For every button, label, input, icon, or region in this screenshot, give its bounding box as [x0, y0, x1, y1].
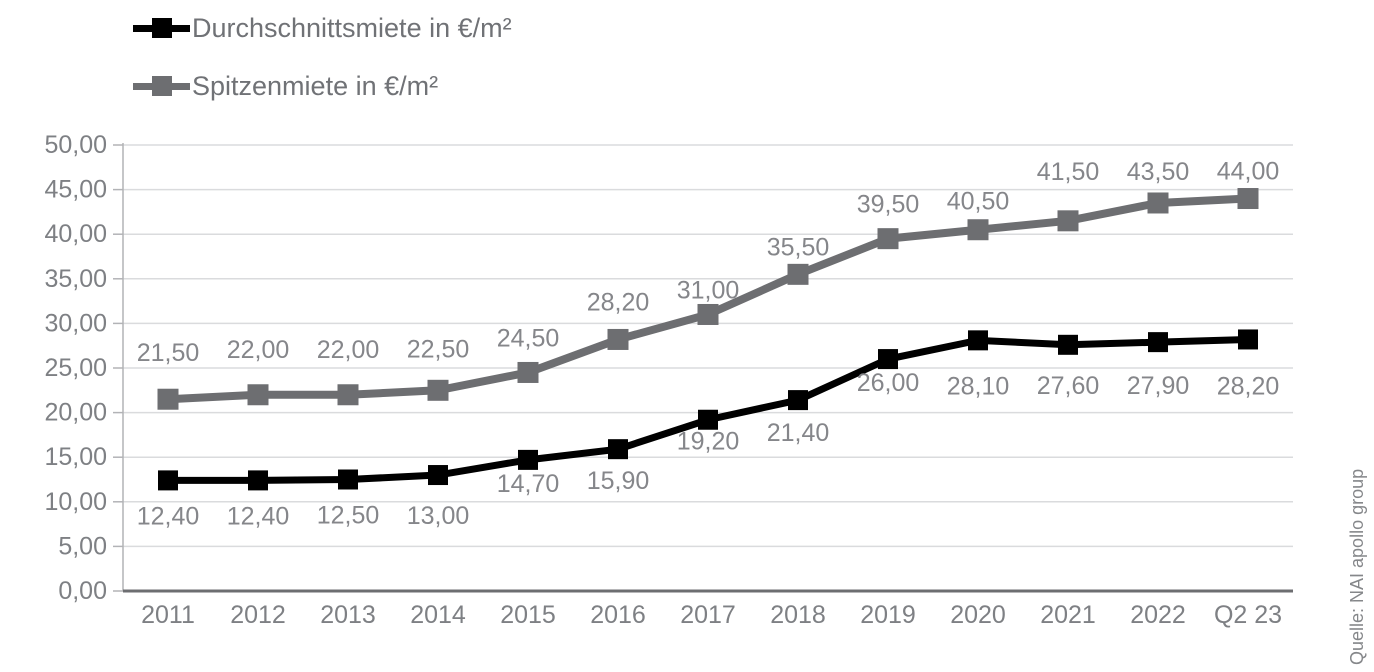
series-0-data-label: 19,20 [677, 428, 740, 456]
y-axis-tick-label: 40,00 [44, 220, 107, 248]
series-1-marker-icon [427, 379, 449, 401]
series-1-data-label: 35,50 [767, 233, 830, 261]
y-axis-tick-label: 10,00 [44, 488, 107, 516]
x-axis-tick-label: 2017 [680, 601, 736, 629]
series-0-data-label: 27,90 [1127, 372, 1190, 400]
chart-legend: Durchschnittsmiete in €/m² Spitzenmiete … [133, 10, 512, 126]
series-0-data-label: 28,20 [1217, 372, 1280, 400]
series-0-marker-icon [608, 439, 628, 460]
y-axis-tick-label: 35,00 [44, 265, 107, 293]
series-1-marker-icon [247, 384, 269, 406]
series-1-marker-icon [877, 228, 899, 250]
series-0-data-label: 15,90 [587, 467, 650, 495]
series-0-data-label: 12,40 [227, 502, 290, 530]
y-axis-tick-label: 15,00 [44, 443, 107, 471]
x-axis-tick-label: 2016 [590, 601, 646, 629]
legend-square-icon [151, 18, 172, 38]
series-0-marker-icon [338, 469, 358, 490]
series-0-marker-icon [1148, 332, 1168, 353]
series-0-marker-icon [698, 409, 718, 430]
series-0-data-label: 14,70 [497, 470, 560, 498]
y-axis-tick-label: 25,00 [44, 354, 107, 382]
series-1-data-label: 31,00 [677, 276, 740, 304]
series-1-marker-icon [517, 361, 539, 383]
y-axis-tick-label: 30,00 [44, 309, 107, 337]
series-1-data-label: 39,50 [857, 191, 920, 219]
x-axis-tick-label: 2021 [1040, 601, 1096, 629]
series-1-data-label: 22,50 [407, 335, 470, 363]
legend-marker-durchschnittsmiete [133, 10, 190, 46]
x-axis-tick-label: 2018 [770, 601, 826, 629]
series-0-marker-icon [968, 330, 988, 351]
series-0-data-label: 28,10 [947, 372, 1010, 400]
series-1-marker-icon [1147, 192, 1169, 214]
y-axis-tick-label: 0,00 [58, 577, 107, 605]
y-axis-tick-label: 5,00 [58, 532, 107, 560]
x-axis-tick-label: 2019 [860, 601, 916, 629]
series-0-marker-icon [1238, 329, 1258, 350]
legend-label-durchschnittsmiete: Durchschnittsmiete in €/m² [192, 12, 512, 43]
legend-label-spitzenmiete: Spitzenmiete in €/m² [192, 70, 439, 101]
series-0-data-label: 21,40 [767, 419, 830, 447]
series-0-marker-icon [518, 449, 538, 470]
legend-item-durchschnittsmiete: Durchschnittsmiete in €/m² [133, 10, 512, 46]
series-1-marker-icon [607, 328, 629, 350]
series-1-marker-icon [697, 303, 719, 325]
series-1-data-label: 28,20 [587, 288, 650, 316]
series-0-data-label: 13,00 [407, 502, 470, 530]
series-0-data-label: 26,00 [857, 369, 920, 397]
series-1-data-label: 44,00 [1217, 158, 1280, 186]
series-1-data-label: 43,50 [1127, 158, 1190, 186]
y-axis-tick-label: 45,00 [44, 176, 107, 204]
x-axis-tick-label: 2013 [320, 601, 376, 629]
series-0-data-label: 12,50 [317, 502, 380, 530]
y-axis-tick-label: 20,00 [44, 399, 107, 427]
legend-marker-spitzenmiete [133, 68, 190, 104]
series-1-data-label: 22,00 [317, 336, 380, 364]
series-0-marker-icon [878, 349, 898, 370]
x-axis-tick-label: 2022 [1130, 601, 1186, 629]
legend-square-icon [151, 76, 172, 96]
series-0-marker-icon [428, 465, 448, 486]
y-axis-tick-label: 50,00 [44, 131, 107, 159]
series-1-marker-icon [967, 219, 989, 241]
series-1-marker-icon [787, 263, 809, 285]
series-1-data-label: 40,50 [947, 188, 1010, 216]
series-0-marker-icon [158, 470, 178, 491]
series-0-marker-icon [248, 470, 268, 491]
series-0-data-label: 27,60 [1037, 372, 1100, 400]
legend-item-spitzenmiete: Spitzenmiete in €/m² [133, 68, 512, 104]
series-1-data-label: 41,50 [1037, 158, 1100, 186]
series-1-data-label: 24,50 [497, 324, 560, 352]
series-1-marker-icon [1237, 188, 1259, 210]
series-0-marker-icon [1058, 334, 1078, 355]
x-axis-tick-label: 2020 [950, 601, 1006, 629]
series-1-marker-icon [337, 384, 359, 406]
source-note: Quelle: NAI apollo group [1347, 468, 1367, 665]
series-0-data-label: 12,40 [137, 502, 200, 530]
x-axis-tick-label: 2012 [230, 601, 286, 629]
series-1-data-label: 22,00 [227, 336, 290, 364]
x-axis-tick-label: 2015 [500, 601, 556, 629]
x-axis-tick-label: 2011 [141, 601, 195, 629]
series-1-marker-icon [1057, 210, 1079, 232]
series-1-data-label: 21,50 [137, 339, 200, 367]
x-axis-tick-label: Q2 23 [1214, 601, 1282, 629]
x-axis-tick-label: 2014 [410, 601, 466, 629]
series-1-marker-icon [157, 388, 179, 410]
series-0-marker-icon [788, 390, 808, 411]
